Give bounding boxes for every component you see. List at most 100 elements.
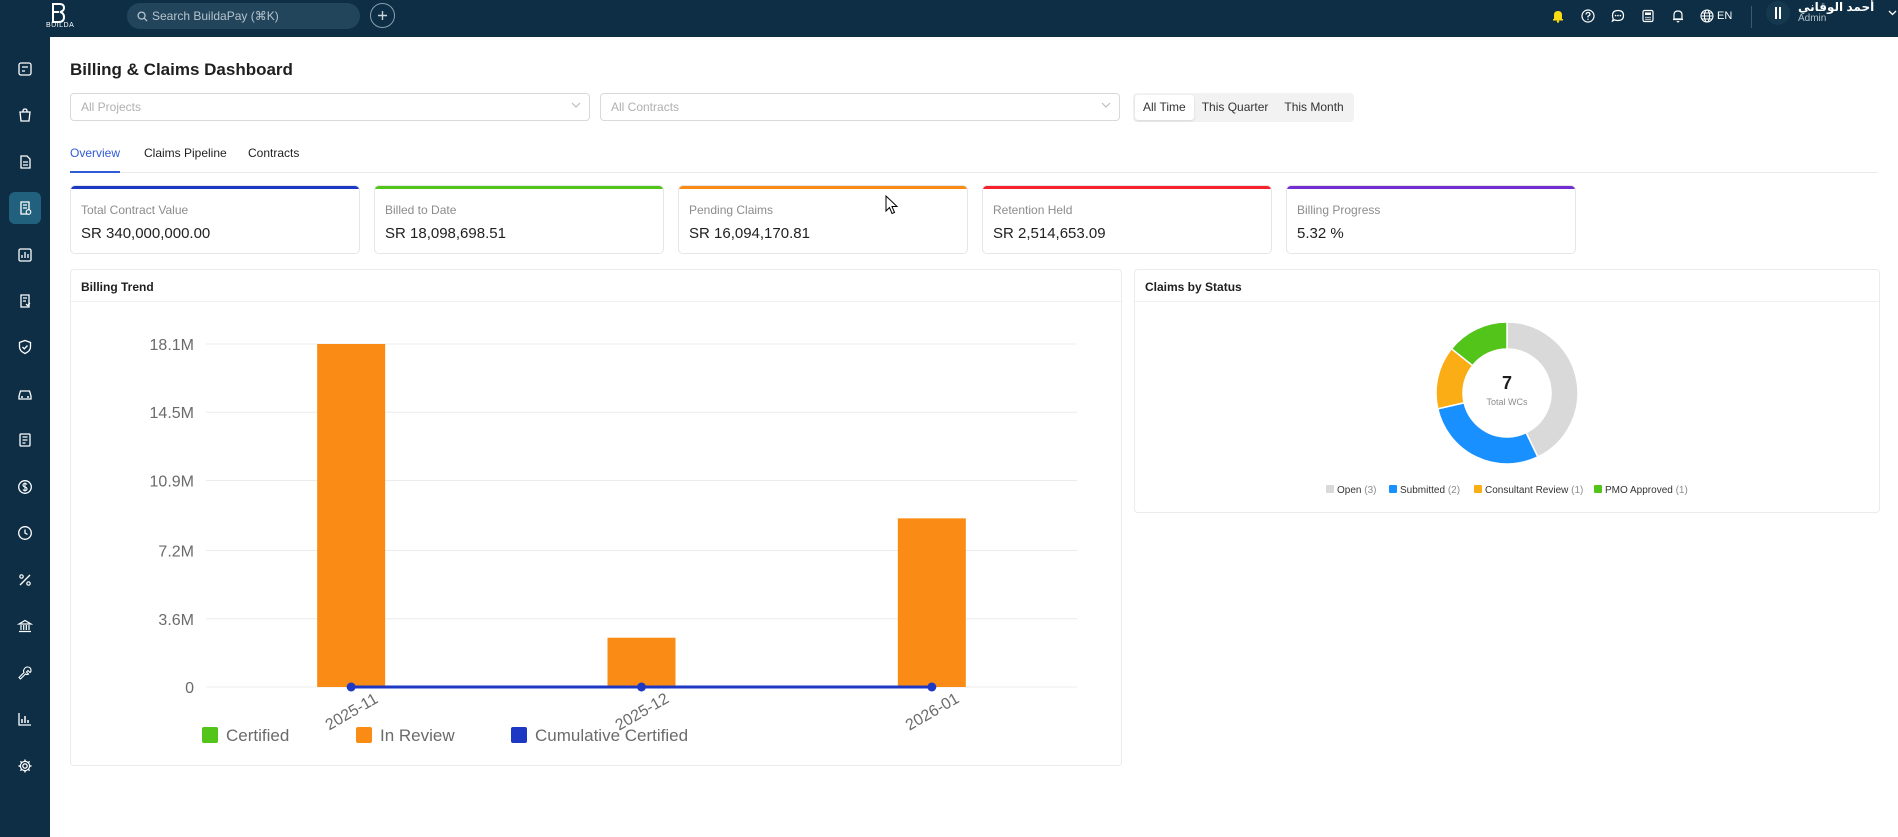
- search-input[interactable]: [152, 9, 352, 23]
- clock-icon: [18, 526, 32, 540]
- logo-text: BUILDA: [46, 21, 75, 29]
- sidebar-item-fleet[interactable]: [9, 378, 41, 410]
- contracts-select[interactable]: All Contracts: [600, 93, 1120, 121]
- tab-bar: Overview Claims Pipeline Contracts: [70, 140, 1878, 173]
- contracts-select-placeholder: All Contracts: [611, 100, 680, 114]
- help-button[interactable]: [1580, 8, 1596, 24]
- sidebar-item-banks[interactable]: [9, 610, 41, 642]
- chevron-down-icon: [571, 102, 581, 108]
- kpi-label: Pending Claims: [689, 203, 774, 217]
- sidebar-item-payments[interactable]: [9, 471, 41, 503]
- search-box[interactable]: [127, 3, 360, 29]
- sidebar-item-history[interactable]: [9, 517, 41, 549]
- bar-in-review: [317, 344, 386, 687]
- page-title: Billing & Claims Dashboard: [70, 60, 293, 79]
- legend-swatch: [1474, 485, 1482, 493]
- invoice-icon: [20, 201, 32, 215]
- x-tick-label: 2025-11: [323, 691, 381, 735]
- kpi-total-contract-value: Total Contract Value SR 340,000,000.00: [70, 185, 360, 254]
- bar-chart-icon: [18, 713, 31, 726]
- question-icon: [1581, 9, 1595, 23]
- language-switcher[interactable]: EN: [1700, 9, 1732, 23]
- mouse-cursor-icon: [885, 195, 899, 215]
- sidebar-item-ledger[interactable]: [9, 424, 41, 456]
- y-tick-label: 18.1M: [150, 337, 194, 354]
- user-icon: [1775, 7, 1781, 19]
- sidebar-item-documents[interactable]: [9, 146, 41, 178]
- legend-swatch: [1326, 485, 1334, 493]
- projects-select[interactable]: All Projects: [70, 93, 590, 121]
- globe-icon: [1700, 9, 1714, 23]
- calculator-button[interactable]: [1640, 8, 1656, 24]
- kpi-accent-bar: [375, 186, 663, 189]
- sidebar-item-analytics[interactable]: [9, 703, 41, 735]
- add-button[interactable]: [370, 3, 395, 28]
- kpi-value: SR 2,514,653.09: [993, 225, 1106, 242]
- app-logo[interactable]: BUILDA: [44, 2, 75, 29]
- legend-swatch: [202, 727, 218, 743]
- report-icon: [18, 248, 32, 262]
- user-role: Admin: [1798, 13, 1827, 24]
- alert-bell-button[interactable]: [1550, 8, 1566, 24]
- chevron-down-icon: [1101, 102, 1111, 108]
- sidebar-item-guarantees[interactable]: [9, 331, 41, 363]
- cumulative-point: [927, 682, 937, 692]
- sidebar-item-claims[interactable]: [9, 285, 41, 317]
- claims-donut-chart: 7 Total WCs Open (3) Submitted (2) Consultan…: [1326, 321, 1688, 496]
- topbar-divider: [1751, 6, 1752, 28]
- chat-button[interactable]: [1610, 8, 1626, 24]
- legend-label: Certified: [226, 726, 289, 745]
- car-icon: [18, 390, 32, 400]
- legend-count: (3): [1364, 485, 1376, 496]
- tab-overview[interactable]: Overview: [70, 146, 121, 173]
- kpi-accent-bar: [1287, 186, 1575, 189]
- period-all-time[interactable]: All Time: [1135, 95, 1194, 120]
- language-label: EN: [1717, 10, 1733, 22]
- cumulative-point: [346, 682, 356, 692]
- period-this-quarter[interactable]: This Quarter: [1201, 100, 1269, 114]
- sidebar-item-rates[interactable]: [9, 564, 41, 596]
- legend-count: (2): [1448, 485, 1460, 496]
- legend-count: (1): [1571, 485, 1583, 496]
- sidebar-item-billing[interactable]: [9, 192, 41, 224]
- legend-label: Consultant Review (1): [1485, 485, 1583, 496]
- sidebar-item-tools[interactable]: [9, 657, 41, 689]
- sidebar-item-reports[interactable]: [9, 239, 41, 271]
- search-icon: [137, 10, 148, 22]
- x-tick-label: 2026-01: [903, 690, 962, 734]
- billing-trend-card: Billing Trend 0 3.6M 7.2M 10.9M 14.5M 18.1M 20…: [70, 269, 1122, 766]
- cumulative-point: [637, 682, 646, 692]
- legend-label: In Review: [380, 726, 455, 745]
- top-icons: EN: [1550, 4, 1732, 28]
- logo-icon: [52, 3, 66, 23]
- sidebar: [0, 37, 50, 837]
- legend-count: (1): [1676, 485, 1688, 496]
- period-this-month[interactable]: This Month: [1284, 100, 1344, 114]
- bell-alert-icon: [1553, 11, 1563, 23]
- bank-icon: [17, 619, 33, 633]
- kpi-label: Billing Progress: [1297, 203, 1381, 217]
- donut-center-value: 7: [1502, 373, 1512, 393]
- notifications-button[interactable]: [1670, 8, 1686, 24]
- kpi-billed-to-date: Billed to Date SR 18,098,698.51: [374, 185, 664, 254]
- kpi-value: SR 340,000,000.00: [81, 225, 211, 242]
- percent-icon: [19, 574, 31, 586]
- bell-icon: [1673, 10, 1683, 23]
- chevron-down-icon: [1888, 10, 1897, 16]
- claims-status-card: Claims by Status 7 Total WCs Open (3) Submi…: [1134, 269, 1880, 513]
- projects-select-placeholder: All Projects: [81, 100, 142, 114]
- sidebar-item-procurement[interactable]: [9, 99, 41, 131]
- legend-label: Cumulative Certified: [535, 726, 688, 745]
- tab-contracts[interactable]: Contracts: [248, 146, 300, 160]
- kpi-billing-progress: Billing Progress 5.32 %: [1286, 185, 1576, 254]
- calculator-icon: [1642, 9, 1654, 23]
- sidebar-item-dashboard[interactable]: [9, 53, 41, 85]
- card-title: Billing Trend: [81, 280, 154, 294]
- user-menu[interactable]: أحمد الوقاني Admin: [1766, 1, 1897, 25]
- legend-label: Submitted (2): [1400, 485, 1460, 496]
- legend-label: Open (3): [1337, 485, 1376, 496]
- sidebar-item-settings[interactable]: [9, 750, 41, 782]
- kpi-label: Total Contract Value: [81, 203, 189, 217]
- tab-claims-pipeline[interactable]: Claims Pipeline: [144, 146, 227, 160]
